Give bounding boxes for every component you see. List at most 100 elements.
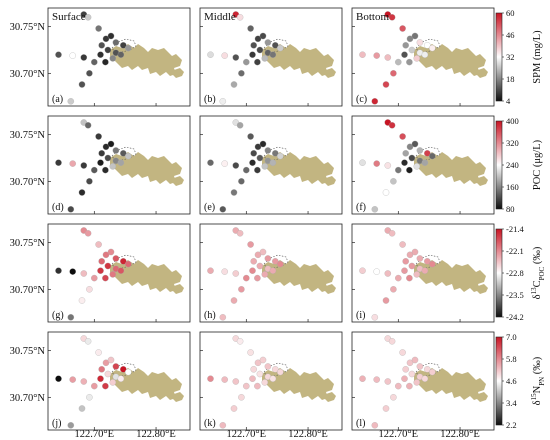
colorbar-tick-label: -22.1 (506, 246, 524, 256)
panel-letter: (e) (204, 202, 215, 213)
station-point-22 (69, 52, 76, 59)
x-tick-label: 122.80°E (440, 429, 480, 440)
station-point-21 (55, 159, 62, 166)
panel-letter: (i) (356, 310, 365, 321)
island-shape (262, 152, 334, 184)
station-point-12 (91, 382, 98, 390)
station-point-13 (254, 58, 261, 66)
panel-letter: (b) (204, 94, 216, 105)
y-tick-label: 30.75°N (10, 238, 46, 249)
station-point-7 (112, 39, 120, 46)
station-point-6 (411, 32, 419, 40)
station-point-2 (84, 338, 92, 345)
station-point-8 (249, 375, 256, 382)
station-point-3 (247, 349, 254, 356)
station-point-20 (67, 422, 75, 429)
station-point-4 (102, 251, 110, 259)
colorbar-d15n: 7.0 5.8 4.6 3.4 2.2 δ15NPN (‰) (495, 332, 546, 430)
colorbar-tick-label: 400 (506, 116, 519, 126)
station-point-20 (371, 422, 379, 429)
station-point-11 (120, 366, 127, 373)
station-point-17 (232, 54, 240, 61)
islet-shape (324, 176, 336, 186)
station-point-8 (401, 267, 408, 274)
station-point-3 (399, 133, 406, 140)
station-point-5 (98, 258, 105, 265)
station-point-19 (230, 189, 238, 196)
islet-shape (324, 284, 336, 294)
station-point-18 (390, 178, 397, 185)
panel-poc-surface: (d) (47, 115, 191, 215)
station-point-5 (402, 150, 409, 157)
station-point-3 (399, 349, 406, 356)
station-point-7 (264, 39, 272, 46)
station-point-18 (86, 394, 93, 401)
station-point-21 (207, 51, 214, 58)
station-point-6 (107, 32, 115, 40)
station-point-9 (104, 46, 112, 54)
station-point-15 (117, 51, 125, 58)
station-point-2 (388, 122, 396, 129)
survey-contour (263, 38, 289, 55)
colorbar-label: POC (μg/L) (532, 139, 543, 190)
station-point-11 (424, 258, 431, 265)
colorbar-spm: 4 18 32 46 60 SPM (mg/L) (495, 8, 543, 106)
station-point-8 (97, 267, 104, 274)
station-point-18 (390, 394, 397, 401)
station-point-21 (359, 267, 366, 274)
station-point-11 (120, 258, 127, 265)
station-point-4 (102, 35, 110, 43)
panel-letter: (c) (356, 94, 367, 105)
station-point-15 (117, 267, 125, 274)
station-point-6 (107, 356, 115, 364)
station-point-15 (269, 51, 277, 58)
station-point-12 (91, 166, 98, 174)
station-point-4 (406, 35, 414, 43)
x-tick-label: 122.70°E (379, 429, 419, 440)
station-point-2 (236, 338, 244, 345)
station-point-12 (243, 166, 250, 174)
station-point-13 (102, 274, 109, 282)
colorbar-tick-label: 46 (506, 30, 515, 40)
station-point-17 (232, 270, 240, 277)
colorbar-d13c: -21.4 -22.1 -22.8 -23.5 -24.2 δ13CPOC (‰) (495, 224, 546, 322)
station-point-3 (399, 241, 406, 248)
station-point-18 (390, 286, 397, 293)
colorbar-label: δ13CPOC (‰) (530, 246, 546, 299)
station-point-21 (359, 159, 366, 166)
station-point-11 (424, 42, 431, 49)
y-tick-label: 30.70°N (10, 393, 46, 404)
station-point-16 (429, 44, 436, 52)
station-point-22 (221, 376, 228, 383)
station-point-22 (373, 376, 380, 383)
station-point-14 (261, 271, 269, 278)
station-point-19 (382, 405, 390, 412)
station-point-7 (416, 39, 424, 46)
survey-contour (263, 254, 289, 271)
colorbar-tick-label: 2.2 (506, 420, 517, 430)
panel-poc-middle: (e) (199, 115, 343, 215)
panel-poc-bottom: (f) (351, 115, 495, 215)
station-point-16 (429, 368, 436, 376)
station-point-17 (232, 378, 240, 385)
station-point-21 (55, 375, 62, 382)
station-point-19 (78, 405, 86, 412)
panel-grid: Surface (a) Middle (b) Bottom (c) (d) (e) (f) (g)… (47, 7, 495, 431)
colorbar-poc: 80 160 240 320 400 POC (μg/L) (495, 116, 543, 214)
station-point-22 (221, 268, 228, 275)
station-point-8 (97, 159, 104, 166)
station-point-12 (395, 166, 402, 174)
station-point-16 (125, 152, 132, 160)
station-point-5 (250, 42, 257, 49)
station-point-14 (413, 55, 421, 62)
colorbar-gradient (495, 228, 503, 318)
panel-letter: (g) (52, 310, 64, 321)
station-point-20 (219, 206, 227, 213)
station-point-4 (254, 359, 262, 367)
station-point-12 (395, 58, 402, 66)
station-point-8 (249, 267, 256, 274)
colorbar-label: SPM (mg/L) (532, 30, 543, 84)
colorbar-tick-label: -24.2 (506, 312, 524, 322)
station-point-4 (406, 359, 414, 367)
x-tick-label: 122.80°E (288, 429, 328, 440)
